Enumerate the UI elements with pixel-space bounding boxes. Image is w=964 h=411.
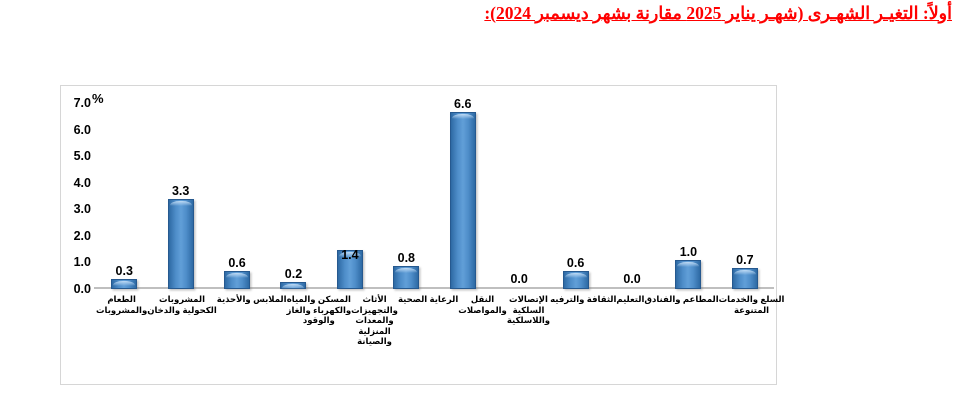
y-axis-tick: 6.0 xyxy=(73,122,91,137)
y-axis-tick: 4.0 xyxy=(73,175,91,190)
x-axis-category-label: الطعام والمشروبات xyxy=(96,294,147,347)
y-axis-tick: 1.0 xyxy=(73,255,91,270)
bar xyxy=(393,266,420,289)
bar-slot: 0.8 xyxy=(378,103,434,289)
x-axis-label-line: الرعاية الصحية xyxy=(397,294,459,304)
x-axis-label-line: الإتصالات xyxy=(509,294,548,304)
chart-frame: % 0.0 1.0 2.0 3.0 4.0 5.0 6.0 7.0 0.3 3.3 0.6 0.2 1… xyxy=(60,85,784,385)
y-axis-tick: 7.0 xyxy=(73,96,91,110)
bar-value-label: 0.8 xyxy=(397,251,416,265)
bar xyxy=(449,112,476,289)
bar-value-label: 0.6 xyxy=(228,256,246,270)
bar xyxy=(336,250,363,289)
bar-value-label: 3.3 xyxy=(171,184,190,198)
bar-value-label: 0.6 xyxy=(566,256,585,270)
x-axis-category-label: المسكن والمياه والكهرباء والغاز والوقود xyxy=(287,294,352,347)
y-axis-tick: 2.0 xyxy=(73,228,91,243)
x-axis-category-label: السلع والخدمات المتنوعة xyxy=(719,294,785,347)
bar xyxy=(675,260,702,289)
bar-value-label: 0.3 xyxy=(115,264,133,278)
bar-slot: 0.0 xyxy=(604,103,660,289)
page-title: أولاً: التغيـر الشهـرى (شهـر يناير 2025 … xyxy=(484,3,952,23)
bar xyxy=(731,268,758,289)
bar-slot: 1.4 xyxy=(322,103,378,289)
bar-value-label: 1.0 xyxy=(679,245,698,259)
x-axis-category-label: الثقافة والترفيه xyxy=(550,294,616,347)
bar xyxy=(111,279,138,289)
bar-value-label: 0.2 xyxy=(284,267,303,281)
bar-slot: 6.6 xyxy=(435,97,491,289)
bar-slot: 0.6 xyxy=(209,103,265,289)
bar-slot: 0.7 xyxy=(717,103,773,289)
bar-slot: 0.0 xyxy=(491,103,547,289)
x-axis-label-line: المتنوعة xyxy=(734,304,770,315)
x-axis-label-line: السلع والخدمات xyxy=(718,294,785,304)
x-axis-label-line: المنزلية xyxy=(358,325,391,336)
x-axis-label-line: الكحولية والدخان xyxy=(147,304,217,315)
x-axis-label-line: والتجهيزات xyxy=(351,304,398,315)
x-axis-label-line: التعليم xyxy=(616,294,645,304)
x-axis-category-label: الإتصالات السلكية واللاسلكية xyxy=(507,294,550,347)
x-axis-label-line: المسكن والمياه xyxy=(286,294,351,304)
bar xyxy=(280,282,307,289)
x-axis-label-line: واللاسلكية xyxy=(506,315,551,325)
x-axis-label-line: المطاعم والفنادق xyxy=(644,294,719,304)
x-axis-category-label: النقل والمواصلات xyxy=(458,294,507,347)
y-axis-tick: 5.0 xyxy=(73,149,91,164)
bar-value-label: 0.0 xyxy=(510,272,528,286)
x-axis-label-line: والوقود xyxy=(302,315,335,325)
x-axis-label-line: والكهرباء والغاز xyxy=(286,304,352,315)
x-axis-label-line: والصيانة xyxy=(357,336,392,346)
x-axis-labels: الطعام والمشروبات المشروبات الكحولية والدخا… xyxy=(96,294,784,347)
x-axis-label-line: الأثاث xyxy=(362,294,387,304)
x-axis-label-line: والمواصلات xyxy=(458,304,507,315)
bar xyxy=(224,271,251,289)
x-axis-label-line: النقل xyxy=(470,294,495,304)
bar xyxy=(562,271,589,289)
bar xyxy=(167,199,194,289)
y-axis-tick: 0.0 xyxy=(73,282,91,296)
x-axis-label-line: والمشروبات xyxy=(96,304,148,315)
bar-slot: 1.0 xyxy=(660,103,716,289)
x-axis-category-label: الأثاث والتجهيزات والمعدات المنزلية والصيانة xyxy=(351,294,398,347)
bar-slot: 0.6 xyxy=(547,103,603,289)
x-axis-label-line: المشروبات xyxy=(159,294,205,304)
x-axis-category-label: التعليم xyxy=(616,294,644,347)
bar-slot: 0.2 xyxy=(265,103,321,289)
x-axis-category-label: الرعاية الصحية xyxy=(398,294,458,347)
x-axis-label-line: والمعدات xyxy=(355,315,394,325)
x-axis-line xyxy=(94,287,774,289)
x-axis-category-label: الملابس والأحذية xyxy=(217,294,287,347)
x-axis-label-line: الثقافة والترفيه xyxy=(550,294,617,304)
y-axis-tick: 3.0 xyxy=(73,202,91,217)
bar-value-label: 0.0 xyxy=(623,272,641,286)
x-axis-category-label: المشروبات الكحولية والدخان xyxy=(147,294,217,347)
x-axis-category-label: المطاعم والفنادق xyxy=(644,294,718,347)
x-axis-label-line: الطعام xyxy=(107,294,136,304)
bar-slot: 0.3 xyxy=(96,103,152,289)
x-axis-label-line: الملابس والأحذية xyxy=(216,294,287,304)
bar-value-label: 0.7 xyxy=(736,253,754,267)
plot-area: 0.3 3.3 0.6 0.2 1.4 0.8 6.6 0.0 0.6 0.0 1.0 0.7 xyxy=(96,97,773,289)
bar-slot: 3.3 xyxy=(152,103,208,289)
y-axis: 0.0 1.0 2.0 3.0 4.0 5.0 6.0 7.0 xyxy=(61,96,91,296)
percent-unit-label: % xyxy=(92,91,104,106)
bar-value-label: 6.6 xyxy=(454,97,472,111)
bar-value-label: 1.4 xyxy=(341,248,359,262)
x-axis-label-line: السلكية xyxy=(512,304,545,315)
